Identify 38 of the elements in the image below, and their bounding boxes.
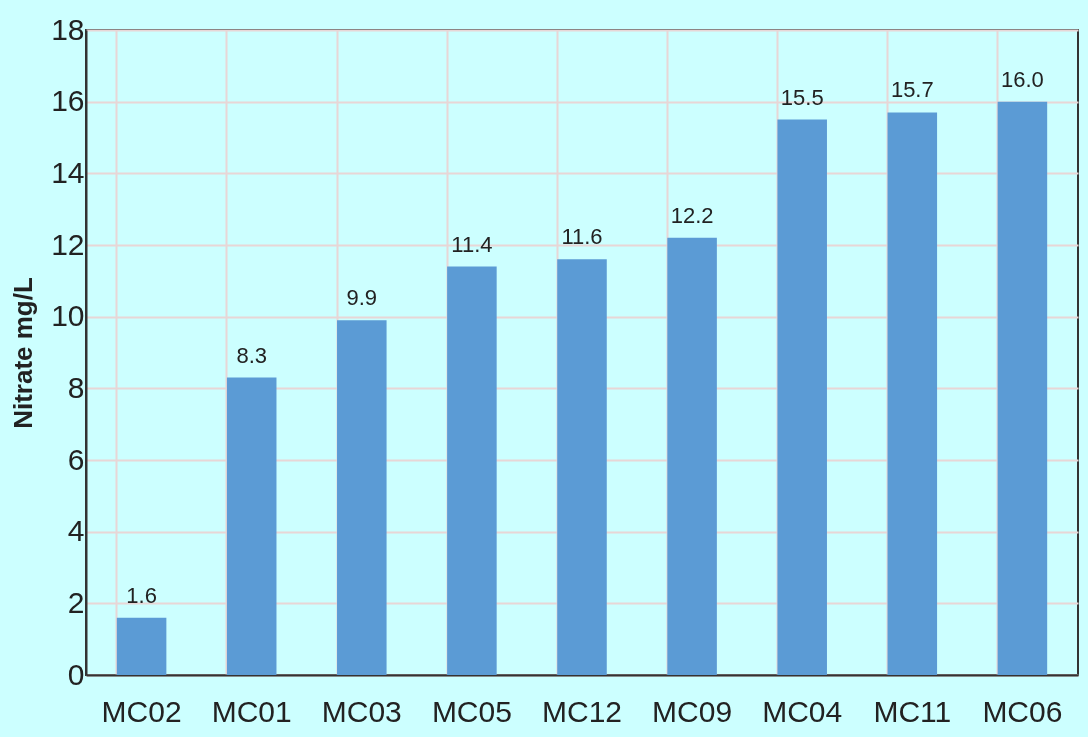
bar: [667, 237, 717, 675]
y-tick-label: 8: [67, 370, 85, 404]
x-tick-label: MC12: [541, 694, 623, 728]
data-label: 11.4: [451, 231, 493, 257]
bar: [887, 112, 938, 675]
y-tick-label: 0: [67, 657, 85, 691]
x-tick-label: MC05: [431, 694, 512, 728]
x-tick-label: MC02: [101, 694, 182, 728]
data-label: 1.6: [126, 582, 157, 608]
bar: [997, 101, 1048, 675]
bar: [116, 617, 167, 675]
bar: [777, 119, 827, 675]
y-tick-label: 6: [67, 442, 85, 476]
bar: [557, 259, 607, 675]
bar: [337, 320, 387, 675]
x-tick-label: MC03: [321, 694, 402, 728]
x-tick-label: MC06: [982, 694, 1063, 728]
x-tick-label: MC11: [873, 694, 952, 728]
y-axis-title: Nitrate mg/L: [8, 277, 39, 429]
data-label: 9.9: [346, 285, 378, 311]
x-tick-label: MC04: [762, 694, 843, 728]
y-tick-label: 18: [51, 12, 85, 46]
data-label: 12.2: [670, 202, 714, 228]
y-tick-label: 16: [51, 84, 85, 118]
x-tick-label: MC01: [211, 694, 292, 728]
x-tick-label: MC09: [652, 694, 733, 728]
y-tick-label: 14: [51, 155, 85, 189]
data-label: 11.6: [561, 224, 603, 250]
y-tick-label: 4: [67, 514, 85, 548]
bar: [226, 377, 277, 675]
y-tick-label: 2: [67, 585, 85, 619]
data-label: 16.0: [1000, 66, 1044, 92]
bar: [447, 266, 497, 675]
data-label: 8.3: [236, 342, 267, 368]
y-tick-label: 10: [51, 299, 85, 333]
y-tick-label: 12: [51, 227, 85, 261]
data-label: 15.5: [780, 84, 824, 110]
data-label: 15.7: [890, 77, 934, 103]
